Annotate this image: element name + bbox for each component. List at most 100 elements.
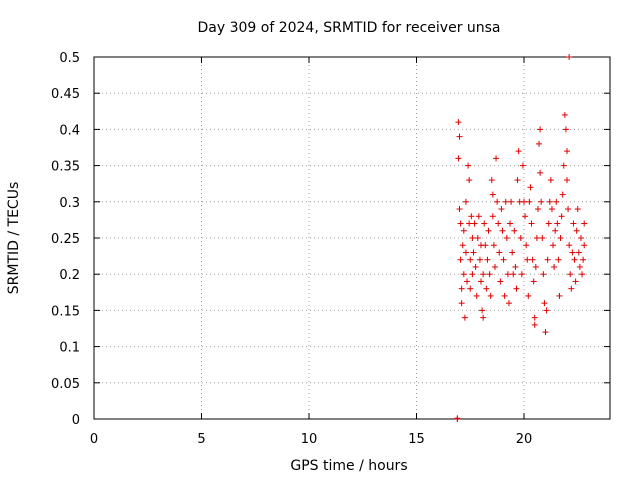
data-point [548, 206, 555, 213]
data-point [480, 314, 487, 321]
data-point [522, 213, 529, 220]
data-point [462, 249, 469, 256]
data-point [493, 155, 500, 162]
data-point [565, 206, 572, 213]
data-point [552, 227, 559, 234]
data-point [566, 242, 573, 249]
x-tick-label: 0 [90, 432, 98, 447]
data-point [531, 314, 538, 321]
data-point [480, 271, 487, 278]
data-point [467, 285, 474, 292]
data-point [475, 213, 482, 220]
data-point [576, 263, 583, 270]
data-point [491, 263, 498, 270]
y-axis-label: SRMTID / TECUs [6, 182, 22, 295]
grid [94, 57, 610, 419]
data-point [579, 271, 586, 278]
data-point [570, 220, 577, 227]
data-point [498, 206, 505, 213]
data-point [490, 242, 497, 249]
data-point [508, 198, 515, 205]
data-point [537, 169, 544, 176]
data-points [454, 54, 588, 422]
y-tick-label: 0.35 [51, 160, 80, 175]
data-point [524, 256, 531, 263]
data-point [473, 292, 480, 299]
data-point [464, 278, 471, 285]
data-point [495, 220, 502, 227]
data-point [456, 133, 463, 140]
data-point [531, 321, 538, 328]
y-tick-label: 0.2 [59, 268, 80, 283]
data-point [500, 256, 507, 263]
data-point [489, 213, 496, 220]
data-point [502, 198, 509, 205]
data-point [484, 256, 491, 263]
data-point [554, 220, 561, 227]
data-point [537, 126, 544, 133]
chart-title: Day 309 of 2024, SRMTID for receiver uns… [197, 20, 500, 36]
data-point [462, 198, 469, 205]
data-point [575, 249, 582, 256]
data-point [557, 235, 564, 241]
data-point [485, 227, 492, 234]
data-point [547, 177, 554, 184]
x-axis-ticks: 0 5 10 15 20 [90, 57, 532, 447]
data-point [470, 249, 477, 256]
data-point [521, 198, 527, 205]
data-point [456, 206, 463, 213]
y-tick-label: 0.3 [59, 196, 80, 211]
data-point [555, 256, 562, 263]
data-point [465, 162, 472, 169]
data-point [474, 235, 481, 241]
x-tick-label: 10 [301, 432, 318, 447]
x-tick-label: 5 [197, 432, 205, 447]
data-point [479, 307, 486, 314]
data-point [454, 416, 461, 422]
data-point [529, 256, 536, 263]
data-point [556, 292, 563, 299]
data-point [481, 220, 488, 227]
data-point [526, 198, 533, 205]
data-point [567, 271, 574, 278]
data-point [580, 256, 587, 263]
data-point [581, 220, 588, 227]
data-point [564, 177, 570, 184]
data-point [460, 271, 467, 278]
data-point [455, 155, 462, 162]
data-point [533, 235, 540, 241]
data-point [513, 285, 520, 292]
data-point [467, 256, 474, 263]
data-point [530, 278, 537, 285]
data-point [564, 148, 570, 155]
data-point [458, 285, 465, 292]
y-tick-label: 0.05 [51, 377, 80, 392]
data-point [541, 300, 548, 307]
data-point [518, 271, 525, 278]
y-axis-ticks: 0 0.05 0.1 0.15 0.2 0.25 0.3 0.35 0.4 0.45 0.5 [51, 51, 610, 428]
data-point [573, 227, 580, 234]
y-tick-label: 0.4 [59, 123, 80, 138]
data-point [551, 263, 558, 270]
data-point [460, 227, 467, 234]
data-point [455, 119, 462, 126]
data-point [503, 235, 510, 241]
x-tick-label: 15 [408, 432, 425, 447]
data-point [469, 235, 476, 241]
data-point [461, 314, 468, 321]
data-point [527, 184, 534, 191]
data-point [577, 235, 584, 241]
data-point [497, 278, 504, 285]
data-point [501, 292, 508, 299]
data-point [459, 242, 466, 249]
data-point [471, 220, 478, 227]
data-point [536, 140, 543, 147]
data-point [466, 177, 473, 184]
data-point [507, 220, 514, 227]
data-point [523, 242, 530, 249]
data-point [489, 191, 496, 198]
data-point [476, 256, 483, 263]
x-axis-label: GPS time / hours [290, 458, 407, 474]
data-point [482, 242, 489, 249]
y-tick-label: 0.15 [51, 304, 80, 319]
